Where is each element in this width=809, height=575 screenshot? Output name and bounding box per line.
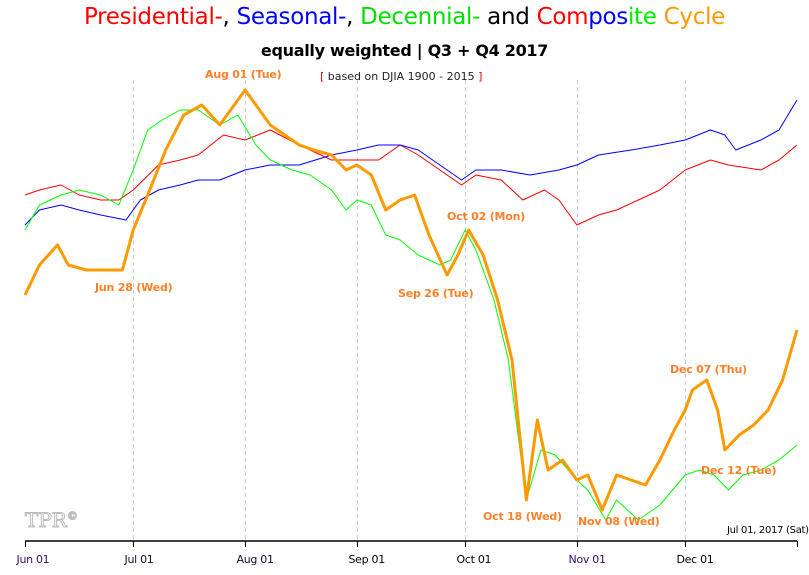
title-part: , bbox=[222, 4, 237, 30]
tpr-watermark: TPR© bbox=[25, 508, 79, 533]
x-tick-label: Sep 01 bbox=[348, 553, 386, 566]
x-tick-label: Nov 01 bbox=[568, 553, 606, 566]
x-tick-label: Jul 01 bbox=[124, 553, 154, 566]
title-part: Decennial- bbox=[360, 4, 481, 30]
annotation-dec12: Dec 12 (Tue) bbox=[701, 464, 777, 477]
basis-text: based on DJIA 1900 - 2015 bbox=[324, 70, 479, 83]
title-part: Presidential- bbox=[83, 4, 223, 30]
title-part: Com bbox=[536, 4, 589, 30]
annotation-sep26: Sep 26 (Tue) bbox=[398, 287, 474, 300]
presidential-cycle-line bbox=[24, 129, 798, 226]
bracket-open: [ bbox=[320, 70, 325, 83]
end-date-label: Jul 01, 2017 (Sat) bbox=[727, 525, 809, 536]
composite-cycle-line bbox=[23, 88, 799, 512]
annotation-jun28: Jun 28 (Wed) bbox=[95, 281, 173, 294]
title-part: Cycle bbox=[656, 4, 726, 30]
title-part: pos bbox=[588, 4, 628, 30]
x-tick-label: Aug 01 bbox=[236, 553, 274, 566]
title-part: Seasonal- bbox=[236, 4, 347, 30]
title-part: ite bbox=[627, 4, 657, 30]
bracket-close: ] bbox=[478, 70, 483, 83]
x-tick-label: Jun 01 bbox=[16, 553, 50, 566]
x-tick-label: Dec 01 bbox=[676, 553, 714, 566]
chart-subtitle: equally weighted | Q3 + Q4 2017 bbox=[260, 41, 549, 60]
x-tick-label: Oct 01 bbox=[456, 553, 492, 566]
title-part: and bbox=[480, 4, 537, 30]
annotation-aug01: Aug 01 (Tue) bbox=[205, 68, 282, 81]
data-basis-note: [ based on DJIA 1900 - 2015 ] bbox=[320, 70, 482, 83]
annotation-oct02: Oct 02 (Mon) bbox=[447, 210, 526, 223]
title-part: , bbox=[346, 4, 361, 30]
annotation-nov08: Nov 08 (Wed) bbox=[578, 515, 660, 528]
annotation-oct18: Oct 18 (Wed) bbox=[483, 510, 562, 523]
annotation-dec07: Dec 07 (Thu) bbox=[670, 363, 747, 376]
chart-title: Presidential-, Seasonal-, Decennial- and… bbox=[0, 4, 809, 30]
decennial-cycle-line bbox=[24, 109, 798, 521]
seasonal-cycle-line bbox=[24, 99, 798, 226]
